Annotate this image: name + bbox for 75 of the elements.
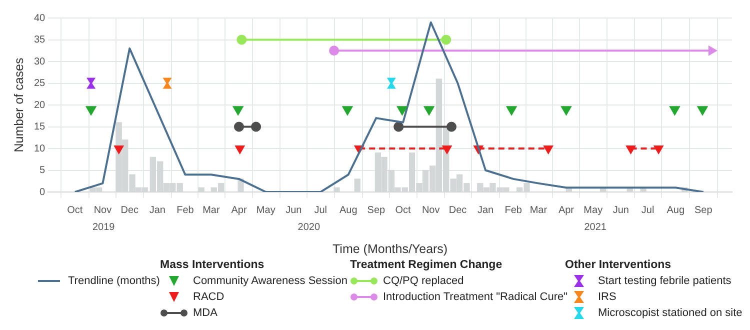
x-tick-label: Feb [504, 204, 522, 216]
x-tick-label: Aug [339, 204, 358, 216]
point [235, 146, 244, 154]
x-tick-label: May [256, 204, 276, 216]
point [626, 146, 636, 154]
legend-label: Community Awareness Session [193, 274, 348, 289]
point [342, 106, 353, 116]
x-tick-label: Oct [395, 204, 412, 216]
x-tick-label: Apr [558, 204, 575, 216]
point [114, 146, 124, 154]
text: Other Interventions [565, 259, 672, 271]
y-tick-label: 0 [40, 186, 46, 198]
legend-label: MDA [193, 306, 218, 321]
point [394, 122, 404, 132]
legend-label: Microscopist stationed on site [598, 306, 742, 321]
point [506, 106, 517, 116]
text: 2021 [584, 222, 607, 233]
point [162, 78, 172, 89]
x-tick-label: Feb [176, 204, 194, 216]
text: 2020 [298, 222, 320, 233]
x-tick-label: Jul [314, 204, 327, 216]
point [654, 146, 664, 154]
text: Mass Interventions [160, 259, 264, 271]
x-tick-label: May [584, 204, 603, 216]
x-tick-label: Apr [231, 204, 248, 216]
x-tick-label: Sep [367, 204, 386, 216]
x-tick-label: Nov [422, 204, 440, 216]
point [560, 106, 572, 116]
x-axis-title: Time (Months/Years) [332, 242, 448, 256]
x-tick-label: Jun [286, 204, 302, 216]
legend-label: CQ/PQ replaced [383, 274, 464, 289]
x-tick-label: Mar [530, 204, 548, 216]
y-tick-label: 25 [34, 78, 46, 89]
x-tick-label: Dec [120, 204, 139, 216]
y-tick-label: 35 [34, 34, 46, 46]
point [386, 78, 396, 89]
x-tick-label: Nov [94, 204, 112, 216]
y-tick-label: 40 [34, 12, 46, 24]
x-tick-label: Jul [641, 204, 654, 216]
legend-label: Trendline (months) [68, 274, 160, 289]
legend-label: Introduction Treatment "Radical Cure" [383, 290, 568, 305]
text: 2019 [92, 222, 116, 233]
y-tick-label: 30 [34, 56, 46, 68]
point [424, 106, 434, 116]
point [544, 146, 553, 154]
x-tick-label: Dec [448, 204, 467, 216]
point [236, 34, 247, 45]
x-tick-label: Mar [202, 204, 220, 216]
x-tick-label: Aug [666, 204, 685, 216]
point [442, 146, 452, 154]
point [441, 34, 452, 45]
x-tick-label: Oct [67, 204, 83, 216]
y-tick-label: 5 [40, 165, 46, 176]
point [251, 122, 262, 132]
point [446, 122, 456, 132]
point [234, 122, 244, 132]
x-tick-label: Jan [149, 204, 166, 216]
y-tick-label: 10 [34, 143, 46, 154]
y-tick-label: 20 [34, 100, 46, 111]
legend-label: RACD [193, 290, 224, 305]
x-tick-label: Jan [477, 204, 494, 216]
x-tick-label: Jun [612, 204, 629, 216]
text: Treatment Regimen Change [350, 259, 502, 271]
point [697, 106, 708, 116]
point [86, 106, 96, 116]
point [396, 106, 408, 116]
y-axis-title: Number of cases [12, 58, 26, 152]
point [669, 106, 680, 116]
point [232, 106, 244, 116]
y-tick-label: 15 [34, 122, 46, 132]
legend-label: Start testing febrile patients [598, 274, 732, 289]
point [329, 46, 340, 56]
x-tick-label: Sep [694, 204, 713, 216]
point [86, 78, 96, 89]
legend-label: IRS [598, 290, 616, 305]
